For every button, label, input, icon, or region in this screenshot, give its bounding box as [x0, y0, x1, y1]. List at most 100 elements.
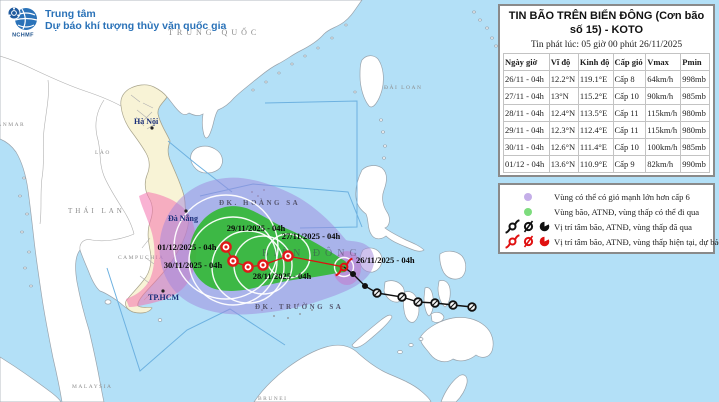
col-pmin: Pmin	[680, 52, 710, 71]
cell-vmax: 100km/h	[645, 137, 682, 156]
table-row: 26/11 - 04h 12.2°N 119.1°E Cấp 8 64km/h …	[503, 69, 710, 88]
storm-info-panel: TIN BÃO TRÊN BIỂN ĐÔNG (Cơn bão số 15) -…	[498, 4, 715, 177]
cell-date: 27/11 - 04h	[503, 86, 550, 105]
cell-date: 30/11 - 04h	[503, 137, 550, 156]
col-wind: Cấp gió	[612, 52, 647, 71]
current-storm-symbol	[335, 257, 353, 277]
cell-pmin: 980mb	[680, 103, 710, 122]
label-danang: Đà Nẵng	[168, 214, 198, 223]
green-zone-icon	[524, 207, 532, 216]
bulletin-issued-time: Tin phát lúc: 05 giờ 00 phút 26/11/2025	[530, 39, 683, 50]
org-name-line2: Dự báo khí tượng thủy văn quốc gia	[45, 20, 227, 33]
cell-pmin: 985mb	[680, 137, 710, 156]
cebu-island	[423, 287, 434, 317]
cell-lon: 110.9°E	[577, 154, 614, 173]
org-name: Trung tâm Dự báo khí tượng thủy văn quốc…	[45, 5, 226, 32]
forecast-point-30	[227, 255, 239, 267]
label-hanoi: Hà Nội	[134, 117, 159, 126]
col-lon: Kinh độ	[577, 52, 614, 71]
forecast-point-28	[257, 259, 269, 271]
org-name-line1: Trung tâm	[45, 8, 96, 20]
bulletin-title: TIN BÃO TRÊN BIỂN ĐÔNG (Cơn bão số 15) -…	[508, 10, 705, 36]
legend-item-path-zone: Vùng bão, ATNĐ, vùng thấp có thể đi qua	[502, 204, 711, 219]
cell-lon: 111.4°E	[577, 137, 614, 156]
forecast-point-27	[282, 250, 294, 262]
col-lat: Vĩ độ	[548, 52, 579, 71]
svg-text:NCHMF: NCHMF	[12, 33, 34, 39]
label-china: TRUNG QUỐC	[168, 27, 260, 37]
cell-lat: 12.6°N	[548, 137, 579, 156]
cell-wind: Cấp 8	[612, 69, 647, 88]
table-row: 01/12 - 04h 13.6°N 110.9°E Cấp 9 82km/h …	[503, 154, 710, 173]
legend-item-current-forecast-positions: Vị trí tâm bão, ATNĐ, vùng thấp hiện tại…	[502, 234, 719, 249]
col-date: Ngày giờ	[503, 52, 550, 71]
cell-vmax: 115km/h	[645, 103, 682, 122]
cell-pmin: 998mb	[680, 69, 710, 88]
table-row: 29/11 - 04h 12.3°N 112.4°E Cấp 11 115km/…	[503, 120, 710, 139]
past-position-dot	[362, 283, 368, 289]
cell-date: 29/11 - 04h	[503, 120, 550, 139]
cell-lon: 119.1°E	[577, 69, 614, 88]
label-brunei: BRUNEI	[258, 396, 287, 402]
forecast-position-symbols	[220, 241, 353, 277]
palawan-island	[351, 314, 393, 348]
low-area-black-icon	[539, 221, 549, 232]
bohol-island	[430, 311, 445, 323]
table-row: 28/11 - 04h 12.4°N 113.5°E Cấp 11 115km/…	[503, 103, 710, 122]
past-position-dot	[350, 271, 356, 277]
label-truong-sa: ĐK. TRƯỜNG SA	[255, 303, 343, 311]
borneo-island	[253, 344, 432, 402]
cell-lat: 12.2°N	[548, 69, 579, 88]
city-markers: Hà Nội Đà Nẵng TP.HCM	[134, 117, 198, 302]
cell-lat: 13.6°N	[548, 154, 579, 173]
depression-black-icon	[523, 220, 533, 233]
track-label-29: 29/11/2025 - 04h	[227, 223, 286, 233]
cell-date: 28/11 - 04h	[503, 103, 550, 122]
legend-item-wind-zone: Vùng có thể có gió mạnh lớn hơn cấp 6	[502, 189, 711, 204]
cell-wind: Cấp 10	[612, 137, 647, 156]
forecast-table-header: Ngày giờ Vĩ độ Kinh độ Cấp gió Vmax Pmin	[503, 52, 710, 71]
label-laos: LÀO	[95, 148, 111, 156]
label-taiwan: ĐÀI LOAN	[384, 83, 422, 91]
nchmf-logo: NCHMF	[7, 6, 38, 39]
uncertainty-circles	[173, 194, 355, 306]
country-borders	[0, 55, 159, 301]
forecast-table: Ngày giờ Vĩ độ Kinh độ Cấp gió Vmax Pmin…	[503, 52, 710, 173]
legend-label: Vùng có thể có gió mạnh lớn hơn cấp 6	[554, 191, 690, 202]
past-track	[343, 266, 477, 312]
cell-date: 26/11 - 04h	[503, 69, 550, 88]
label-malaysia: MALAYSIA	[72, 384, 113, 390]
label-cambodia: CAMPUCHIA	[118, 255, 165, 261]
cell-wind: Cấp 11	[612, 103, 647, 122]
samar-island	[439, 250, 467, 280]
cell-wind: Cấp 9	[612, 154, 647, 173]
legend-item-past-positions: Vị trí tâm bão, ATNĐ, vùng thấp đã qua	[502, 219, 711, 234]
forecast-point-0112	[220, 241, 232, 253]
depression-red-icon	[523, 235, 533, 248]
cell-vmax: 64km/h	[645, 69, 682, 88]
luzon-island	[355, 165, 425, 252]
typhoon-red-icon	[504, 234, 520, 249]
taiwan-island	[359, 55, 384, 108]
cell-vmax: 90km/h	[645, 86, 682, 105]
label-hoang-sa: ĐK. HOÀNG SA	[219, 199, 300, 207]
branding: NCHMF Trung tâm Dự báo khí tượng thủy vă…	[6, 5, 226, 38]
cell-wind: Cấp 10	[612, 86, 647, 105]
storm-path-zone-green	[189, 206, 348, 291]
legend-label: Vị trí tâm bão, ATNĐ, vùng thấp đã qua	[554, 221, 692, 232]
track-label-28: 28/11/2025 - 04h	[253, 271, 312, 281]
legend-label: Vùng bão, ATNĐ, vùng thấp có thể đi qua	[554, 206, 700, 217]
cell-wind: Cấp 11	[612, 120, 647, 139]
cell-lat: 13°N	[548, 86, 579, 105]
cell-lat: 12.4°N	[548, 103, 579, 122]
cell-vmax: 115km/h	[645, 120, 682, 139]
purple-zone-icon	[524, 192, 532, 201]
table-row: 27/11 - 04h 13°N 115.2°E Cấp 10 90km/h 9…	[503, 86, 710, 105]
cell-lon: 112.4°E	[577, 120, 614, 139]
sulawesi-tip	[440, 374, 468, 402]
mindanao-island	[420, 317, 494, 363]
track-label-27: 27/11/2025 - 04h	[282, 231, 341, 241]
col-vmax: Vmax	[645, 52, 682, 71]
cell-vmax: 82km/h	[645, 154, 682, 173]
